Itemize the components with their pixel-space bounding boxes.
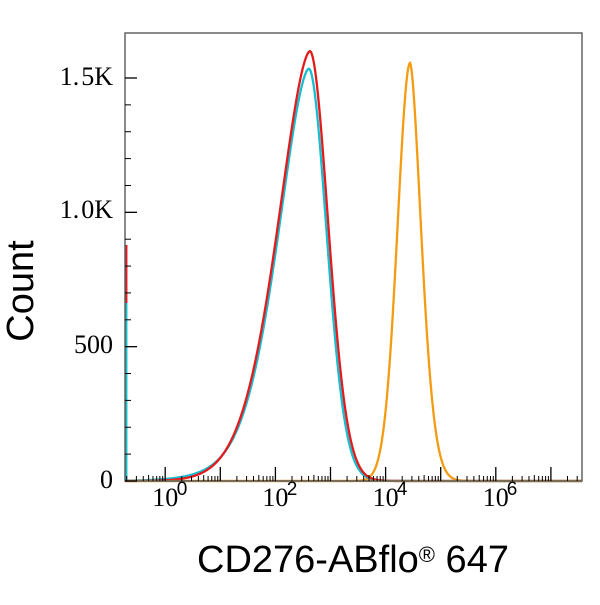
svg-text:10: 10 xyxy=(483,483,509,512)
svg-text:0: 0 xyxy=(100,465,113,494)
svg-text:CD276-ABflo® 647: CD276-ABflo® 647 xyxy=(197,539,509,581)
svg-text:10: 10 xyxy=(373,483,399,512)
svg-text:4: 4 xyxy=(397,479,408,500)
svg-text:6: 6 xyxy=(507,479,518,500)
svg-text:0: 0 xyxy=(177,479,188,500)
svg-text:1.5K: 1.5K xyxy=(60,62,114,91)
svg-text:Count: Count xyxy=(0,240,42,342)
svg-text:500: 500 xyxy=(74,330,113,359)
svg-text:10: 10 xyxy=(152,483,178,512)
svg-text:2: 2 xyxy=(287,479,298,500)
svg-text:10: 10 xyxy=(262,483,288,512)
svg-text:1.0K: 1.0K xyxy=(60,195,114,224)
